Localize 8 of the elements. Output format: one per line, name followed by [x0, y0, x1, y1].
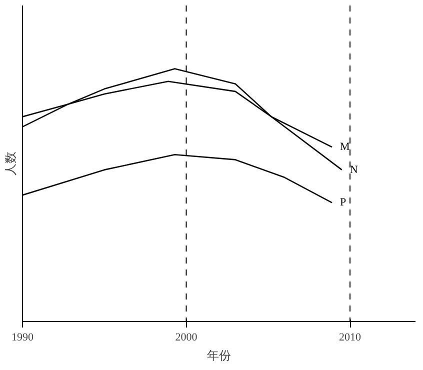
y-axis-title: 人数 [4, 152, 18, 176]
x-tick-label: 2010 [339, 332, 362, 344]
series-label: P [340, 196, 346, 209]
x-tick-label: 1990 [12, 332, 34, 344]
series-label: M [340, 141, 350, 154]
x-axis-title: 年份 [207, 348, 231, 362]
series-label: N [350, 164, 358, 176]
x-tick-label: 2000 [175, 332, 198, 344]
